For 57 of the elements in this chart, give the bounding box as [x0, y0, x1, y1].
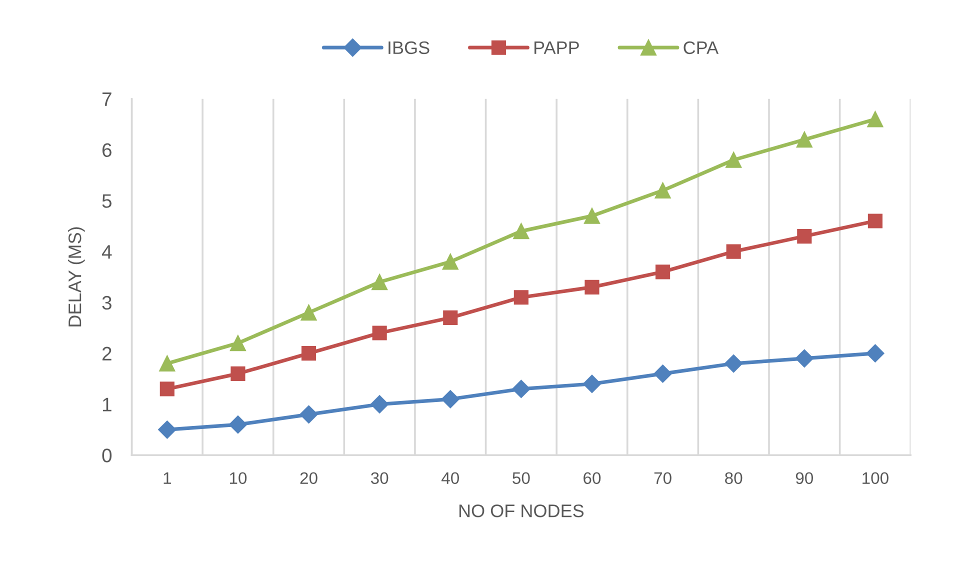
point [300, 304, 317, 321]
y-tick-label: 2 [102, 346, 112, 360]
legend-label: IBGS [388, 41, 430, 54]
legend-label: CPA [684, 41, 719, 54]
point [797, 228, 812, 244]
point [301, 346, 316, 361]
point [867, 111, 884, 128]
y-tick-label: 5 [102, 194, 112, 208]
x-tick-label: 60 [584, 472, 601, 484]
point [654, 182, 671, 198]
x-tick-label: 90 [796, 472, 814, 484]
point [300, 405, 318, 424]
point [656, 264, 670, 280]
x-tick-label: 1 [164, 472, 171, 484]
point [230, 366, 246, 381]
x-tick-label: 70 [654, 472, 672, 484]
point [370, 395, 389, 414]
point [654, 364, 672, 383]
point [228, 416, 248, 434]
point [513, 223, 530, 240]
x-tick-label: 100 [862, 472, 888, 484]
point [514, 290, 528, 305]
point [584, 208, 600, 224]
point [584, 280, 600, 294]
point [582, 374, 602, 393]
point [372, 326, 387, 340]
point [795, 349, 814, 368]
y-tick-label: 0 [102, 448, 112, 462]
point [372, 274, 388, 290]
point [230, 335, 246, 352]
point [512, 380, 530, 398]
point [868, 214, 882, 228]
legend-label: PAPP [534, 42, 579, 54]
x-tick-label: 40 [441, 472, 459, 484]
y-tick-label: 1 [102, 398, 112, 412]
point [158, 420, 176, 439]
point [724, 354, 743, 373]
point [866, 344, 884, 362]
x-tick-label: 50 [512, 472, 530, 484]
y-tick-label: 7 [102, 92, 112, 106]
point [726, 152, 742, 168]
point [726, 244, 741, 259]
y-tick-label: 6 [102, 143, 112, 157]
x-tick-label: 20 [300, 472, 318, 484]
y-tick-label: 3 [102, 296, 112, 310]
x-axis-title: NO OF NODES [459, 504, 584, 518]
point [441, 390, 460, 408]
x-tick-label: 10 [230, 472, 247, 484]
x-tick-label: 30 [370, 472, 388, 484]
point [442, 254, 458, 270]
point [796, 132, 812, 148]
point [159, 356, 176, 372]
point [443, 310, 458, 326]
x-tick-label: 80 [725, 472, 742, 484]
y-axis-title: DELAY (MS) [68, 227, 85, 326]
y-tick-label: 4 [102, 245, 112, 259]
point [160, 382, 174, 396]
